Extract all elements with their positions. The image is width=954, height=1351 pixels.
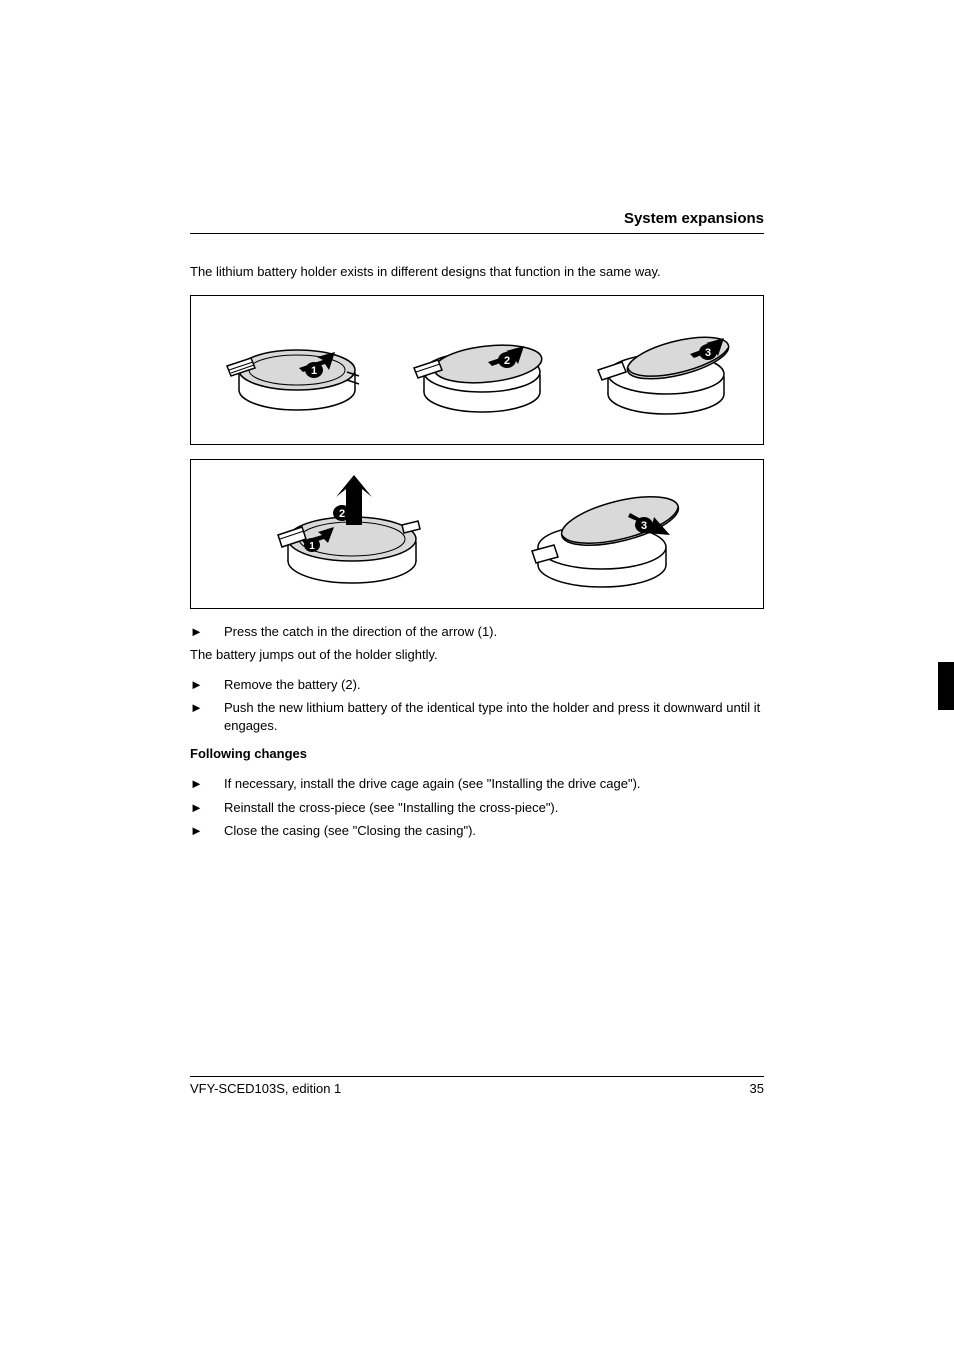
- step-text: If necessary, install the drive cage aga…: [224, 775, 641, 793]
- footer-left: VFY-SCED103S, edition 1: [190, 1081, 341, 1096]
- figure-label-3: 3: [704, 347, 710, 359]
- step-bullet-icon: ►: [190, 623, 224, 641]
- holder-design-3: 3: [578, 310, 748, 430]
- step-row: ► Press the catch in the direction of th…: [190, 623, 764, 641]
- step-row: ► Reinstall the cross-piece (see "Instal…: [190, 799, 764, 817]
- step-text: Remove the battery (2).: [224, 676, 361, 694]
- holder-bottom-2: 3: [502, 469, 712, 599]
- step-bullet-icon: ►: [190, 699, 224, 734]
- figure-bottom-label-3: 3: [641, 520, 647, 532]
- thumb-tab: [938, 662, 954, 710]
- intro-text: The lithium battery holder exists in dif…: [190, 264, 764, 279]
- figure-bottom-frame: 1 2 3: [190, 459, 764, 609]
- figure-bottom-label-2: 2: [339, 508, 345, 520]
- figure-top-frame: 1 2: [190, 295, 764, 445]
- step-row: ► Close the casing (see "Closing the cas…: [190, 822, 764, 840]
- figure-label-2: 2: [504, 355, 510, 367]
- holder-design-1: 1: [207, 310, 377, 430]
- step-text: Push the new lithium battery of the iden…: [224, 699, 764, 734]
- holder-bottom-1: 1 2: [242, 469, 452, 599]
- step-text: Press the catch in the direction of the …: [224, 623, 497, 641]
- steps-block-1: ► Press the catch in the direction of th…: [190, 623, 764, 641]
- plain-text: The battery jumps out of the holder slig…: [190, 647, 764, 662]
- step-row: ► Remove the battery (2).: [190, 676, 764, 694]
- page-number: 35: [750, 1081, 764, 1096]
- page-footer: VFY-SCED103S, edition 1 35: [190, 1076, 764, 1096]
- subheading: Following changes: [190, 746, 764, 761]
- footer-rule: [190, 1076, 764, 1077]
- step-bullet-icon: ►: [190, 799, 224, 817]
- step-row: ► Push the new lithium battery of the id…: [190, 699, 764, 734]
- steps-block-2: ► Remove the battery (2). ► Push the new…: [190, 676, 764, 735]
- holder-design-2: 2: [392, 310, 562, 430]
- page: System expansions The lithium battery ho…: [0, 0, 954, 1351]
- step-row: ► If necessary, install the drive cage a…: [190, 775, 764, 793]
- section-title: System expansions: [190, 210, 764, 227]
- header-rule: [190, 233, 764, 234]
- steps-block-3: ► If necessary, install the drive cage a…: [190, 775, 764, 840]
- figure-label-1: 1: [310, 365, 316, 377]
- step-bullet-icon: ►: [190, 676, 224, 694]
- figure-bottom-label-1: 1: [309, 541, 315, 552]
- step-bullet-icon: ►: [190, 822, 224, 840]
- step-text: Reinstall the cross-piece (see "Installi…: [224, 799, 558, 817]
- step-text: Close the casing (see "Closing the casin…: [224, 822, 476, 840]
- step-bullet-icon: ►: [190, 775, 224, 793]
